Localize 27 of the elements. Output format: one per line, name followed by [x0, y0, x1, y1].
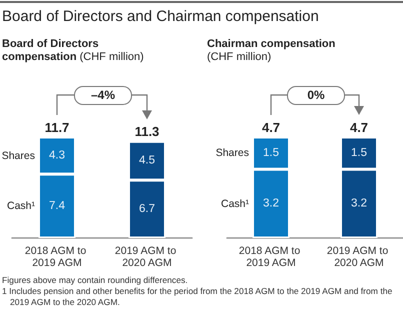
data-label: 3.2 [263, 198, 279, 210]
series-label: Cash¹ [220, 198, 249, 210]
data-label: 6.7 [139, 203, 155, 216]
chart-subtitle: Chairman compensation (CHF million) [207, 38, 336, 64]
total-label: 4.7 [262, 120, 280, 135]
chart-subtitle: Board of Directors compensation (CHF million) [2, 38, 145, 64]
text: 1 Includes pension and other benefits for the period from the 2018 AGM to the 2019 AGM and from the 2019 AGM to the 2020 AGM. [2, 286, 394, 308]
data-label: 1.5 [263, 147, 279, 160]
text: Figures above may contain rounding differences. [2, 275, 189, 286]
series-label: Cash¹ [6, 200, 35, 212]
data-label: 3.2 [351, 198, 367, 210]
series-label: Shares [2, 150, 35, 162]
total-label: 11.7 [44, 120, 70, 135]
data-label: 1.5 [351, 147, 367, 160]
series-label: Shares [216, 147, 249, 160]
total-label: 4.7 [350, 120, 368, 135]
x-tick-label: 2018 AGM to 2019 AGM [24, 245, 90, 269]
x-tick-label: 2018 AGM to 2019 AGM [238, 245, 304, 269]
total-label: 11.3 [134, 124, 160, 140]
data-label: 4.5 [139, 154, 155, 167]
text: 0% [287, 86, 345, 105]
chart-title: Board of Directors and Chairman compensation [2, 8, 319, 25]
text: –4% [74, 86, 132, 105]
x-tick-label: 2019 AGM to 2020 AGM [114, 245, 180, 269]
x-tick-label: 2019 AGM to 2020 AGM [326, 245, 392, 269]
data-label: 4.3 [49, 150, 65, 162]
data-label: 7.4 [49, 200, 66, 212]
